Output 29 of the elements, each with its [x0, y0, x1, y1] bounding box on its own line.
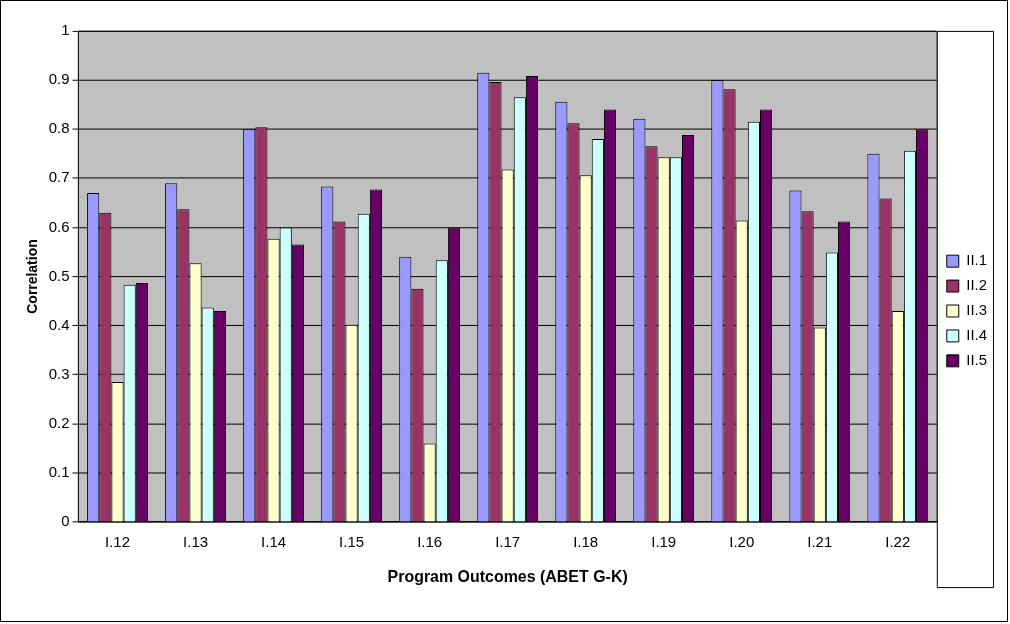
x-tick-label: I.17	[495, 533, 521, 551]
x-tick-label: I.13	[183, 533, 209, 551]
legend-label: II.5	[966, 350, 988, 368]
y-tick-label: 0.4	[48, 315, 70, 333]
x-tick-label: I.12	[105, 533, 130, 551]
y-tick-label: 1	[61, 21, 70, 39]
legend-label: II.1	[966, 251, 988, 269]
y-tick-label: 0	[61, 512, 70, 530]
legend-label: II.3	[966, 301, 988, 319]
legend-label: II.4	[966, 326, 988, 344]
x-tick-label: I.20	[729, 533, 755, 551]
x-axis-title: Program Outcomes (ABET G-K)	[387, 567, 628, 585]
y-tick-label: 0.3	[48, 364, 70, 382]
x-tick-label: I.18	[573, 533, 599, 551]
y-tick-label: 0.9	[48, 70, 70, 88]
y-tick-label: 0.8	[48, 119, 70, 137]
x-tick-label: I.19	[651, 533, 677, 551]
y-tick-label: 0.1	[48, 463, 70, 481]
x-tick-label: I.21	[807, 533, 833, 551]
y-axis-title: Correlation	[24, 239, 41, 314]
legend-label: II.2	[966, 276, 988, 294]
y-tick-label: 0.6	[48, 217, 70, 235]
x-tick-label: I.16	[417, 533, 443, 551]
x-tick-label: I.15	[339, 533, 365, 551]
x-tick-label: I.14	[261, 533, 287, 551]
y-tick-label: 0.2	[48, 414, 70, 431]
x-tick-label: I.22	[885, 533, 911, 551]
y-tick-label: 0.7	[48, 168, 70, 186]
y-tick-label: 0.5	[48, 266, 70, 284]
